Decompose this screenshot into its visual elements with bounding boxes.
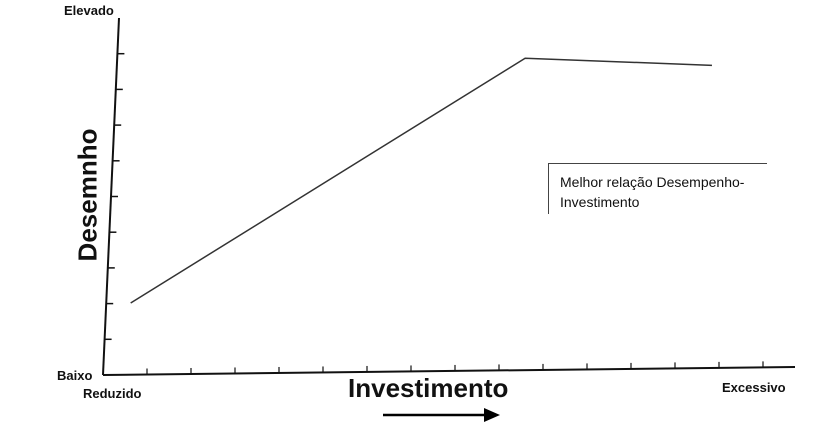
x-axis-title: Investimento: [348, 373, 509, 403]
right-arrow-icon: [383, 408, 500, 422]
arrow-head: [484, 408, 500, 422]
y-axis-title: Desemnho: [72, 128, 103, 262]
x-low-label: Reduzido: [83, 386, 142, 401]
chart-axes: [102, 17, 796, 376]
x-axis-line: [102, 366, 796, 376]
y-low-label: Baixo: [57, 368, 93, 383]
x-high-label: Excessivo: [722, 380, 786, 395]
annotation-line-2: Investimento: [560, 194, 640, 210]
annotation-line-1: Melhor relação Desempenho-: [560, 174, 745, 190]
chart-series: [130, 57, 712, 304]
series-line-0: [130, 57, 712, 304]
annotation-text: Melhor relação Desempenho- Investimento: [560, 172, 744, 212]
annotation-box: [548, 163, 767, 214]
y-high-label: Elevado: [64, 3, 114, 18]
